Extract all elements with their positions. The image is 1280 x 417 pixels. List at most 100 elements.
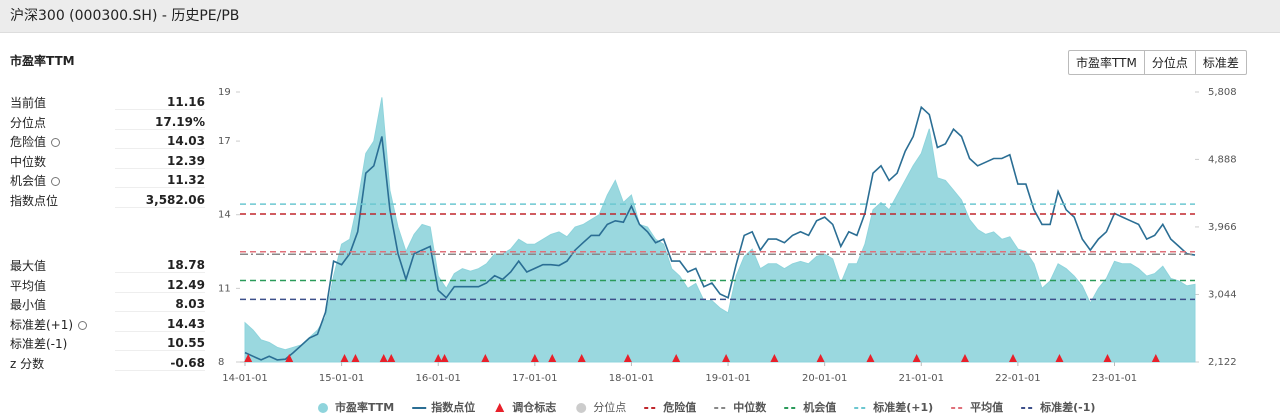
stat-value: 11.16 — [115, 95, 205, 111]
legend-swatch — [576, 403, 587, 413]
section-title: 市盈率TTM — [10, 54, 75, 68]
stat-label: 当前值 — [10, 94, 46, 111]
y2-tick-label: 5,808 — [1208, 87, 1237, 98]
y2-tick-label: 3,966 — [1208, 222, 1237, 233]
rebalance-marker — [440, 354, 449, 362]
rebalance-marker — [1151, 354, 1160, 362]
legend-label: 标准差(+1) — [872, 400, 933, 414]
stat-value: 12.39 — [115, 154, 205, 169]
stat-label-text: 指数点位 — [10, 193, 59, 208]
settings-icon[interactable] — [78, 320, 88, 330]
rebalance-marker — [379, 354, 388, 362]
y-tick-label: 17 — [218, 136, 231, 147]
tab[interactable]: 市盈率TTM — [1076, 56, 1137, 70]
stat-value: 18.78 — [115, 258, 205, 274]
stat-value: 17.19% — [115, 115, 205, 130]
stats-history: 最大值 18.78 平均值 12.49 最小值 8.03 标准差(+1) 14.43 标准差(-… — [10, 256, 205, 373]
legend-label: 标准差(-1) — [1039, 400, 1095, 414]
settings-icon[interactable] — [51, 138, 61, 148]
legend-item[interactable]: 机会值 — [784, 400, 836, 414]
x-tick-label: 14-01-01 — [222, 373, 267, 384]
x-tick-label: 21-01-01 — [899, 373, 944, 384]
stat-label: 危险值 — [10, 133, 61, 150]
legend-item[interactable]: 标准差(-1) — [1021, 400, 1095, 414]
legend-item[interactable]: 中位数 — [714, 400, 767, 414]
stat-row: 机会值 11.32 — [10, 171, 205, 191]
rebalance-marker — [530, 354, 539, 362]
stat-row: 最大值 18.78 — [10, 256, 205, 276]
rebalance-marker — [770, 354, 779, 362]
legend-item[interactable]: 分位点 — [576, 400, 626, 414]
legend-item[interactable]: 指数点位 — [412, 400, 475, 414]
stat-label: 最大值 — [10, 257, 46, 274]
stat-label: 标准差(-1) — [10, 335, 67, 352]
x-tick-label: 15-01-01 — [319, 373, 364, 384]
stat-label-text: 平均值 — [10, 278, 47, 293]
stat-label-text: 危险值 — [10, 135, 47, 150]
stat-value: 10.55 — [115, 336, 205, 352]
stat-value: 14.03 — [115, 134, 205, 150]
stat-label-text: 最大值 — [10, 259, 47, 274]
stat-label: 最小值 — [10, 296, 46, 313]
legend-label: 调仓标志 — [512, 400, 556, 414]
legend-item[interactable]: 市盈率TTM — [318, 400, 394, 414]
y2-tick-label: 3,044 — [1208, 289, 1237, 300]
stat-row: 中位数 12.39 — [10, 152, 205, 172]
stat-value: 14.43 — [115, 317, 205, 332]
stat-label: 指数点位 — [10, 192, 58, 209]
y-tick-label: 14 — [218, 210, 231, 221]
legend-label: 危险值 — [662, 400, 696, 414]
rebalance-marker — [960, 354, 969, 362]
page-title: 沪深300 (000300.SH) - 历史PE/PB — [0, 0, 1280, 33]
y-tick-label: 19 — [218, 87, 231, 98]
stat-label: z 分数 — [10, 355, 44, 372]
stat-row: 平均值 12.49 — [10, 276, 205, 296]
stat-row: 危险值 14.03 — [10, 132, 205, 152]
x-tick-label: 23-01-01 — [1092, 373, 1137, 384]
x-tick-label: 20-01-01 — [802, 373, 847, 384]
stat-label-text: z 分数 — [10, 356, 45, 371]
settings-icon[interactable] — [51, 177, 61, 187]
x-tick-label: 17-01-01 — [512, 373, 557, 384]
legend-label: 平均值 — [970, 400, 1003, 414]
legend-label: 分位点 — [593, 400, 626, 414]
stat-label-text: 标准差(-1) — [10, 337, 68, 352]
stat-row: 最小值 8.03 — [10, 295, 205, 315]
y-tick-label: 8 — [218, 357, 224, 368]
legend-item[interactable]: 调仓标志 — [495, 400, 556, 414]
rebalance-marker — [285, 354, 294, 362]
rebalance-marker — [351, 354, 360, 362]
rebalance-marker — [623, 354, 632, 362]
y2-tick-label: 2,122 — [1208, 357, 1237, 368]
stat-label: 中位数 — [10, 153, 46, 170]
rebalance-marker — [1009, 354, 1018, 362]
stat-row: 指数点位 3,582.06 — [10, 191, 205, 211]
legend-item[interactable]: 标准差(+1) — [854, 400, 933, 414]
legend-swatch — [495, 403, 505, 412]
stat-value: 8.03 — [115, 297, 205, 313]
rebalance-marker — [1103, 354, 1112, 362]
stats-current: 当前值 11.16 分位点 17.19% 危险值 14.03 中位数 12.39 机会值 11.3… — [10, 93, 205, 210]
x-tick-label: 22-01-01 — [995, 373, 1040, 384]
legend-swatch — [318, 403, 328, 413]
legend-item[interactable]: 危险值 — [644, 400, 696, 414]
rebalance-marker — [816, 354, 825, 362]
stat-label: 机会值 — [10, 172, 61, 189]
tab[interactable]: 分位点 — [1143, 51, 1195, 74]
stat-row: 分位点 17.19% — [10, 113, 205, 133]
tab[interactable]: 标准差 — [1194, 51, 1246, 74]
stat-row: z 分数 -0.68 — [10, 354, 205, 374]
pe-area — [244, 97, 1196, 363]
legend-item[interactable]: 平均值 — [951, 400, 1003, 414]
stat-value: 11.32 — [115, 173, 205, 189]
stat-value: 3,582.06 — [115, 193, 205, 208]
stat-row: 标准差(+1) 14.43 — [10, 315, 205, 335]
y2-tick-label: 4,888 — [1208, 154, 1237, 165]
rebalance-marker — [577, 354, 586, 362]
rebalance-marker — [387, 354, 396, 362]
stat-value: -0.68 — [115, 356, 205, 371]
stat-label-text: 标准差(+1) — [10, 317, 74, 332]
tab-group: 市盈率TTM 分位点 标准差 — [1068, 50, 1247, 75]
